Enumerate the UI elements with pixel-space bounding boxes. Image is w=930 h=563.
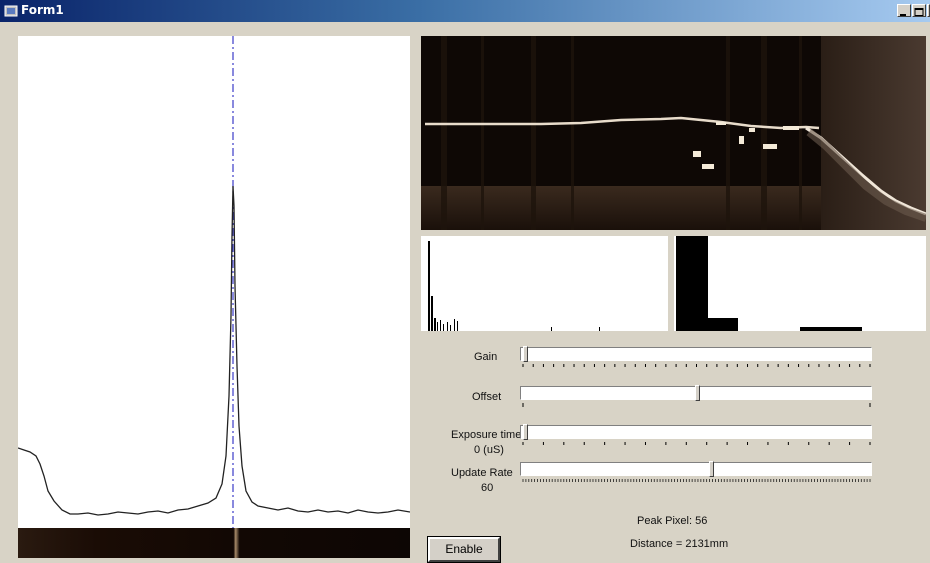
update-rate-value: 60 — [481, 482, 494, 494]
intensity-profile-plot — [17, 36, 411, 528]
update-rate-label: Update Rate — [451, 467, 513, 479]
offset-label: Offset — [472, 391, 502, 403]
gain-slider[interactable] — [520, 346, 872, 362]
minimize-icon — [900, 14, 906, 16]
exposure-value: 0 (uS) — [474, 444, 504, 456]
histogram-1-bars — [428, 241, 600, 331]
scan-image — [421, 36, 926, 230]
exposure-label: Exposure time — [451, 429, 522, 441]
maximize-button[interactable] — [912, 4, 926, 17]
exposure-slider[interactable] — [520, 424, 872, 440]
histogram-plot-2 — [674, 236, 926, 331]
update-rate-slider-thumb[interactable] — [709, 461, 714, 477]
intensity-curve — [17, 185, 411, 516]
exposure-slider-ticks — [522, 442, 871, 445]
minimize-button[interactable] — [897, 4, 911, 17]
scan-image-graphic — [421, 36, 926, 230]
offset-slider-ticks — [522, 403, 871, 407]
maximize-icon — [914, 8, 924, 16]
offset-slider-thumb[interactable] — [695, 385, 700, 401]
offset-slider[interactable] — [520, 385, 872, 401]
window-title: Form1 — [21, 3, 64, 17]
distance-readout: Distance = 2131mm — [630, 538, 729, 550]
update-rate-slider[interactable] — [520, 461, 872, 477]
app-icon — [4, 5, 18, 17]
title-bar[interactable]: Form1 — [0, 0, 930, 22]
gain-slider-thumb[interactable] — [523, 346, 528, 362]
gain-label: Gain — [474, 351, 498, 363]
histogram-2-bars — [676, 236, 862, 331]
gain-slider-ticks — [522, 364, 871, 367]
profile-graph — [17, 36, 411, 528]
exposure-slider-thumb[interactable] — [523, 424, 528, 440]
histogram-plot-1 — [421, 236, 668, 331]
enable-button[interactable]: Enable — [427, 536, 501, 563]
line-sensor-strip — [18, 528, 410, 558]
update-rate-slider-ticks — [522, 479, 871, 482]
peak-pixel-readout: Peak Pixel: 56 — [637, 515, 708, 527]
